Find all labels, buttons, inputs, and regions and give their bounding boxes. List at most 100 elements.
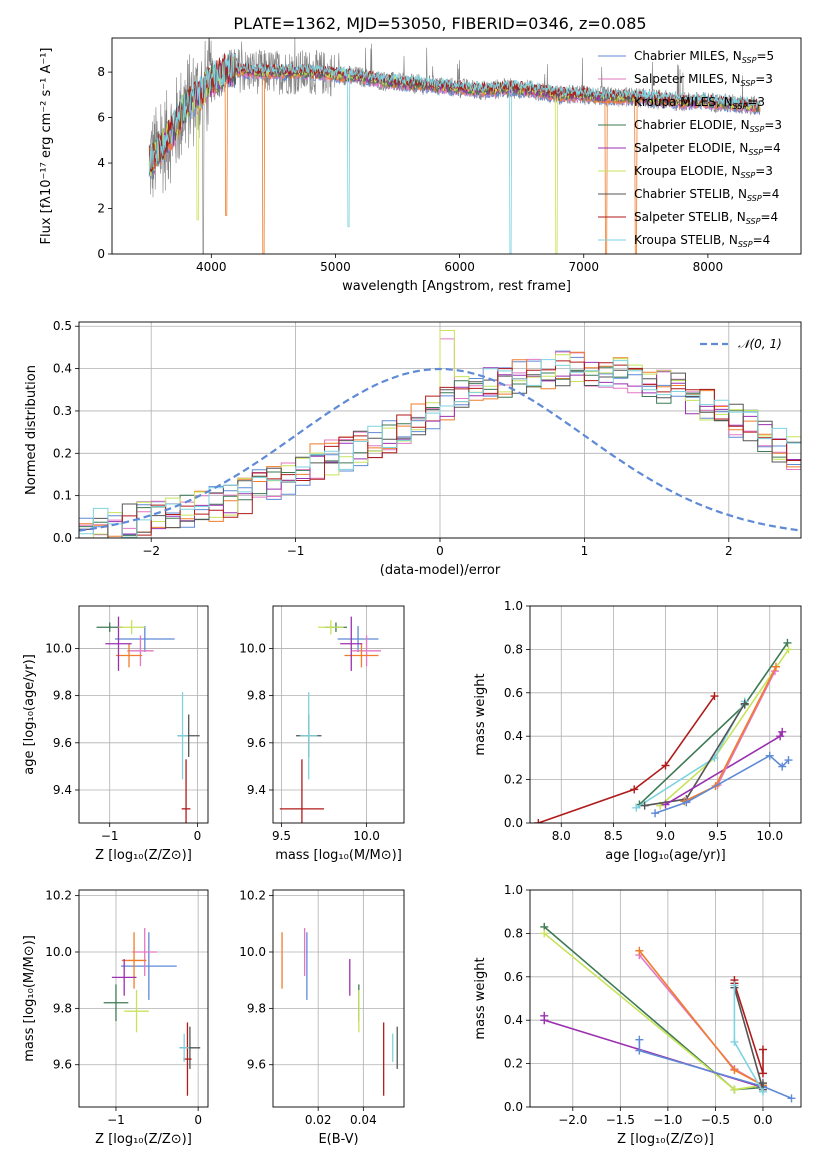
weight_vs_age-marker-kroupa_miles	[771, 662, 780, 671]
weight_vs_Z-frame	[529, 889, 802, 1108]
mass_vs_Z-ytick-label: 9.6	[53, 1058, 72, 1072]
age_vs_mass-point-chabrier_miles	[337, 626, 379, 652]
legend-label-salpeter_stelib: Salpeter STELIB, NSSP=4	[634, 210, 778, 226]
age_vs_Z-frame	[78, 605, 209, 824]
age_vs_Z-xtick-label: −1	[101, 829, 119, 843]
residuals-ylabel: Normed distribution	[24, 365, 39, 495]
mass_vs_Z-point-kroupa_stelib	[179, 1033, 190, 1062]
age_vs_mass-ytick-label: 9.4	[247, 783, 266, 797]
age_vs_Z-plot-area	[96, 616, 200, 823]
age_vs_Z-point-salpeter_elodie	[105, 616, 132, 671]
weight_vs_age-xtick-label: 8.5	[604, 829, 623, 843]
weight_vs_age-ylabel: mass weight	[473, 673, 488, 755]
hist-step-kroupa_stelib	[79, 359, 801, 538]
residuals-ytick-label: 0.5	[53, 319, 72, 333]
mass_vs_Z-ytick-label: 9.8	[53, 1001, 72, 1015]
mass_vs_Z-xtick-label: 0	[194, 1113, 202, 1127]
mass_vs_Z-frame	[78, 889, 209, 1108]
spectrum-ytick-label: 4	[97, 156, 105, 170]
spectrum-xtick-label: 5000	[320, 260, 351, 274]
mass_vs_Z-plot-area	[103, 928, 201, 1096]
spectrum-frame	[111, 37, 802, 255]
legend-label-kroupa_elodie: Kroupa ELODIE, NSSP=3	[634, 164, 773, 180]
weight_vs_age-marker-salpeter_elodie	[776, 732, 785, 741]
mass_vs_Z-ylabel: mass [log₁₀(M/M⊙)]	[22, 935, 37, 1062]
weight_vs_age-marker-chabrier_miles	[778, 762, 787, 771]
weight_vs_age-marker-salpeter_elodie	[661, 800, 670, 809]
legend-label-chabrier_stelib: Chabrier STELIB, NSSP=4	[634, 187, 779, 203]
weight_vs_Z-marker-kroupa_stelib	[758, 1087, 767, 1096]
weight_vs_Z-marker-kroupa_miles	[730, 1066, 739, 1075]
age_vs_mass-point-kroupa_stelib	[300, 692, 318, 780]
age_vs_Z-point-kroupa_stelib	[177, 692, 188, 780]
weight_vs_age-marker-chabrier_miles	[784, 756, 793, 765]
weight_vs_Z-marker-kroupa_stelib	[730, 981, 739, 990]
age_vs_mass-ytick-label: 10.0	[239, 641, 266, 655]
age_vs_Z-point-salpeter_miles	[127, 635, 154, 667]
weight_vs_Z-marker-kroupa_elodie	[540, 929, 549, 938]
weight_vs_Z-marker-kroupa_elodie	[730, 1085, 739, 1094]
mass_vs_Z-point-kroupa_elodie	[124, 990, 149, 1033]
residuals-xtick-label: −1	[287, 544, 305, 558]
weight_vs_age-xtick-label: 9.5	[708, 829, 727, 843]
spectrum-plot-area	[148, 38, 761, 254]
weight_vs_Z-ytick-label: 0.2	[504, 1057, 523, 1071]
weight_vs_age-marker-chabrier_stelib	[740, 699, 749, 708]
weight_vs_age-line-kroupa_elodie	[659, 648, 790, 807]
mass_vs_ebv-axes: 0.02 0.04 9.6 9.8 10.0 10.2 E(B-V)	[239, 889, 405, 1147]
age_vs_mass-point-kroupa_elodie	[318, 620, 344, 635]
legend-label-kroupa_miles: Kroupa MILES, NSSP=3	[634, 95, 765, 111]
spectrum-legend: Chabrier MILES, NSSP=5 Salpeter MILES, NS…	[598, 49, 782, 249]
age_vs_Z-ytick-label: 9.6	[53, 736, 72, 750]
residuals-ytick-label: 0.0	[53, 531, 72, 545]
weight_vs_Z-xtick-label: −1.0	[653, 1113, 682, 1127]
weight_vs_Z-ytick-label: 0.4	[504, 1013, 523, 1027]
weight_vs_Z-line-chabrier_miles	[638, 1039, 792, 1100]
age_vs_Z-axes: −1 0 9.4 9.6 9.8 10.0 Z [log₁₀(Z/Z⊙)] age [log₁…	[22, 605, 209, 863]
residuals-ytick-label: 0.3	[53, 404, 72, 418]
residuals-ytick-label: 0.4	[53, 362, 72, 376]
weight_vs_Z-line-salpeter_stelib	[733, 980, 764, 1074]
weight_vs_age-marker-salpeter_elodie	[778, 727, 787, 736]
age_vs_mass-xtick-label: 10.0	[353, 829, 380, 843]
weight_vs_age-axes: 8.0 8.5 9.0 9.5 10.0 0.0 0.2 0.4 0.6 0.8 1.0 age [l…	[473, 599, 802, 863]
residuals-frame	[78, 321, 802, 539]
age_vs_mass-point-salpeter_miles	[352, 635, 382, 667]
spectrum-model-chabrier_elodie	[148, 57, 761, 175]
residuals-ytick-label: 0.1	[53, 489, 72, 503]
weight_vs_age-marker-chabrier_stelib	[640, 801, 649, 810]
residuals-xtick-label: 0	[436, 544, 444, 558]
age_vs_mass-xtick-label: 9.5	[272, 829, 291, 843]
weight_vs_age-marker-chabrier_elodie	[783, 638, 792, 647]
age_vs_mass-point-kroupa_miles	[344, 643, 379, 668]
mass_vs_Z-ytick-label: 10.2	[45, 889, 72, 903]
age_vs_Z-ylabel: age [log₁₀(age/yr)]	[22, 654, 37, 775]
weight_vs_Z-marker-kroupa_miles	[635, 946, 644, 955]
weight_vs_Z-marker-chabrier_miles	[635, 1046, 644, 1055]
age_vs_mass-xlabel: mass [log₁₀(M/M⊙)]	[275, 848, 402, 863]
weight_vs_Z-marker-salpeter_stelib	[758, 1069, 767, 1078]
weight_vs_age-ytick-label: 0.0	[504, 816, 523, 830]
weight_vs_age-xtick-label: 9.0	[656, 829, 675, 843]
spectrum-axes: 4000 5000 6000 7000 8000 0 2 4 6 8 wavelength [Ang…	[39, 37, 802, 294]
mass_vs_ebv-frame	[272, 889, 405, 1108]
hist-normal-curve	[79, 367, 801, 532]
hist-step-salpeter_stelib	[79, 360, 801, 538]
age_vs_mass-point-salpeter_stelib	[279, 759, 325, 823]
weight_vs_Z-line-kroupa_elodie	[543, 932, 764, 1091]
age_vs_Z-point-kroupa_miles	[115, 643, 143, 668]
age_vs_Z-point-salpeter_stelib	[181, 759, 191, 823]
weight_vs_Z-xtick-label: −0.5	[701, 1113, 730, 1127]
weight_vs_Z-marker-chabrier_stelib	[758, 1079, 767, 1088]
weight_vs_age-ytick-label: 0.4	[504, 729, 523, 743]
weight_vs_Z-axes: −2.0 −1.5 −1.0 −0.5 0.0 0.0 0.2 0.4 0.6 0.8 1.0 Z […	[473, 883, 802, 1147]
age_vs_mass-frame	[272, 605, 405, 824]
legend-label-salpeter_miles: Salpeter MILES, NSSP=3	[634, 72, 773, 88]
weight_vs_Z-ytick-label: 0.6	[504, 970, 523, 984]
weight_vs_age-marker-salpeter_stelib	[710, 692, 719, 701]
weight_vs_age-line-chabrier_miles	[654, 754, 790, 814]
mass_vs_Z-axes: −1 0 9.6 9.8 10.0 10.2 Z [log₁₀(Z/Z⊙)] mass [lo…	[22, 889, 209, 1147]
age_vs_Z-ytick-label: 9.8	[53, 689, 72, 703]
mass_vs_Z-xlabel: Z [log₁₀(Z/Z⊙)]	[95, 1132, 192, 1147]
